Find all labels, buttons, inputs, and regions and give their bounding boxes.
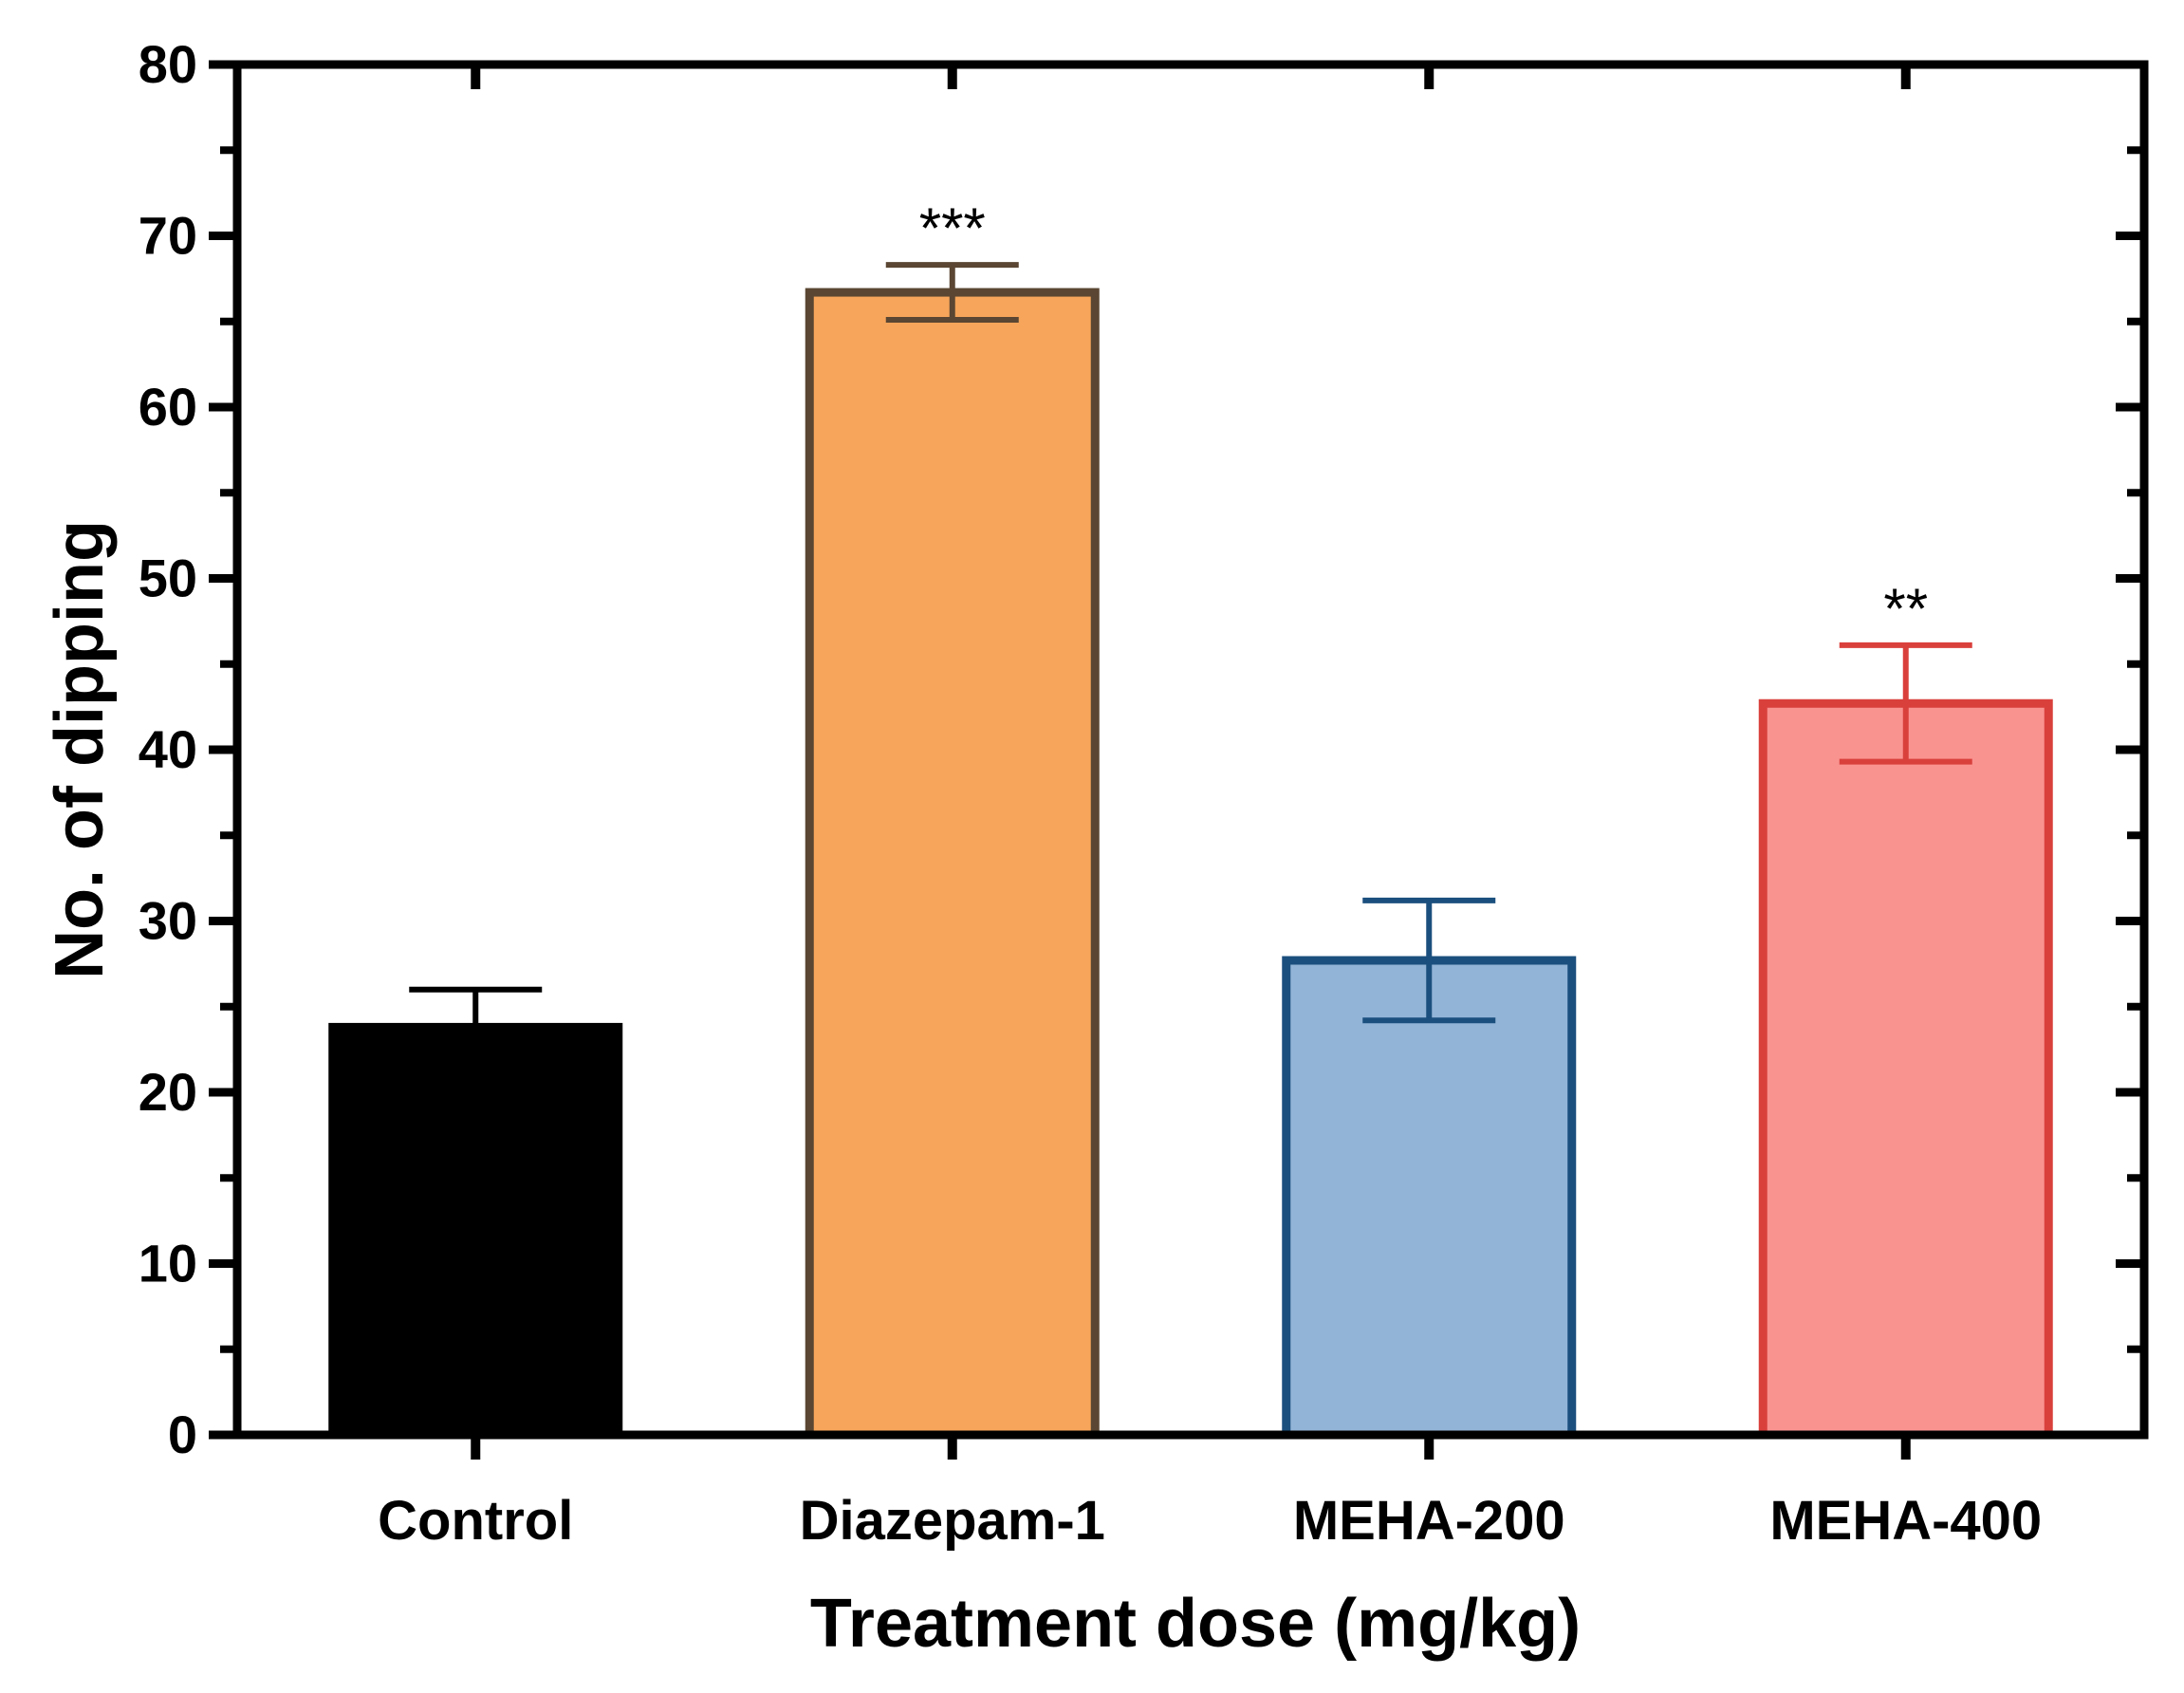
significance-diazepam-1: *** <box>919 196 986 260</box>
x-axis-title: Treatment dose (mg/kg) <box>810 1586 1581 1662</box>
y-tick-label: 0 <box>168 1405 197 1464</box>
plot-frame <box>232 60 2149 1440</box>
bar-control <box>328 1022 623 1440</box>
x-tick-label-meha-200: MEHA-200 <box>1293 1490 1565 1552</box>
y-tick-label: 40 <box>139 719 197 779</box>
y-axis-title: No. of dipping <box>42 520 118 979</box>
significance-meha-400: ** <box>1883 577 1928 641</box>
plot-area: Control *** Diazepam-1 MEHA-200 ** MEHA-400 0 1… <box>139 34 2149 1552</box>
y-tick-label: 60 <box>139 377 197 437</box>
x-tick-label-diazepam-1: Diazepam-1 <box>800 1490 1105 1552</box>
y-tick-label: 10 <box>139 1234 197 1293</box>
y-tick-label: 20 <box>139 1062 197 1122</box>
y-tick-label: 80 <box>139 34 197 94</box>
y-tick-label: 50 <box>139 549 197 608</box>
y-tick-label: 70 <box>139 206 197 266</box>
x-tick-label-meha-400: MEHA-400 <box>1769 1490 2042 1552</box>
bar-diazepam-1 <box>805 288 1100 1440</box>
bar-meha-400 <box>1758 698 2053 1440</box>
bar-meha-200 <box>1282 956 1577 1440</box>
x-tick-label-control: Control <box>378 1490 573 1552</box>
y-tick-label: 30 <box>139 891 197 951</box>
